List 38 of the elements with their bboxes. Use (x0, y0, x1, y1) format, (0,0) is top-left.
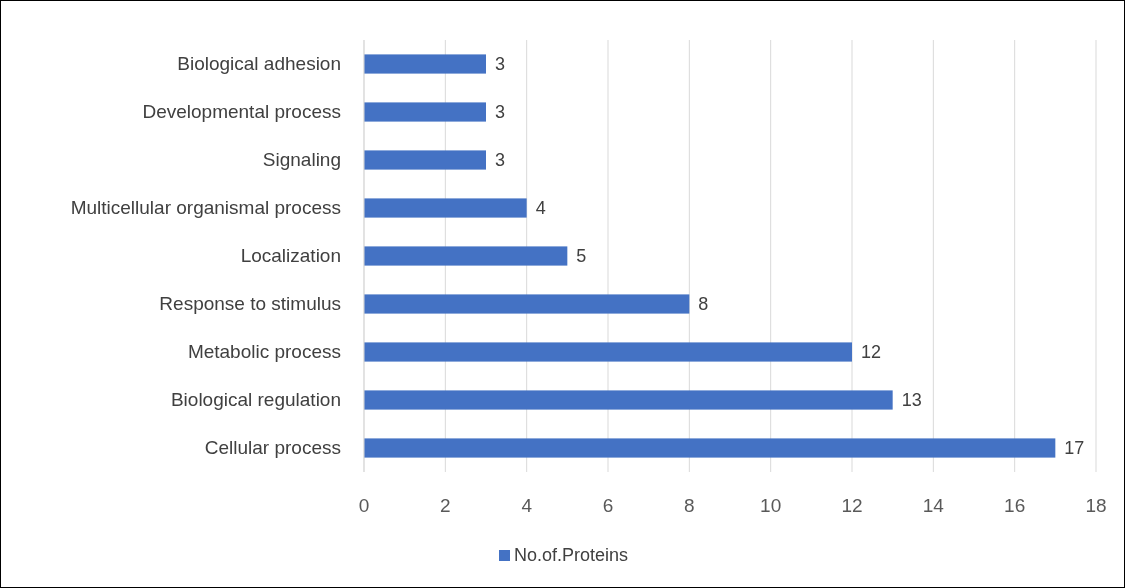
y-tick-label: Localization (240, 245, 341, 266)
x-tick-label: 16 (1004, 495, 1026, 516)
data-label: 3 (495, 102, 506, 122)
x-tick-label: 14 (922, 495, 945, 516)
data-label: 12 (861, 342, 882, 362)
x-tick-label: 6 (602, 495, 614, 516)
bar (364, 246, 568, 266)
y-tick-label: Biological regulation (170, 389, 341, 410)
y-tick-label: Metabolic process (187, 341, 341, 362)
bar (364, 342, 852, 362)
bar (364, 390, 893, 410)
data-label: 4 (535, 198, 546, 218)
y-tick-label: Biological adhesion (177, 53, 341, 74)
y-tick-label: Multicellular organismal process (70, 197, 341, 218)
x-tick-label: 10 (760, 495, 782, 516)
y-tick-label: Cellular process (204, 437, 341, 458)
bar (364, 54, 486, 74)
data-label: 3 (495, 54, 506, 74)
bar (364, 198, 527, 218)
x-tick-label: 8 (684, 495, 695, 516)
x-tick-label: 2 (440, 495, 451, 516)
x-tick-label: 12 (841, 495, 863, 516)
data-label: 17 (1064, 438, 1085, 458)
y-tick-label: Response to stimulus (159, 293, 341, 314)
bar (364, 438, 1056, 458)
bar (364, 150, 486, 170)
y-tick-label: Developmental process (142, 101, 341, 122)
bar (364, 102, 486, 122)
data-label: 5 (576, 246, 587, 266)
legend-label: No.of.Proteins (514, 545, 629, 565)
x-tick-label: 18 (1085, 495, 1107, 516)
y-tick-label: Signaling (262, 149, 341, 170)
bar (364, 294, 690, 314)
x-tick-label: 4 (521, 495, 533, 516)
x-tick-label: 0 (358, 495, 370, 516)
data-label: 3 (495, 150, 506, 170)
data-label: 8 (698, 294, 709, 314)
data-label: 13 (901, 390, 922, 410)
